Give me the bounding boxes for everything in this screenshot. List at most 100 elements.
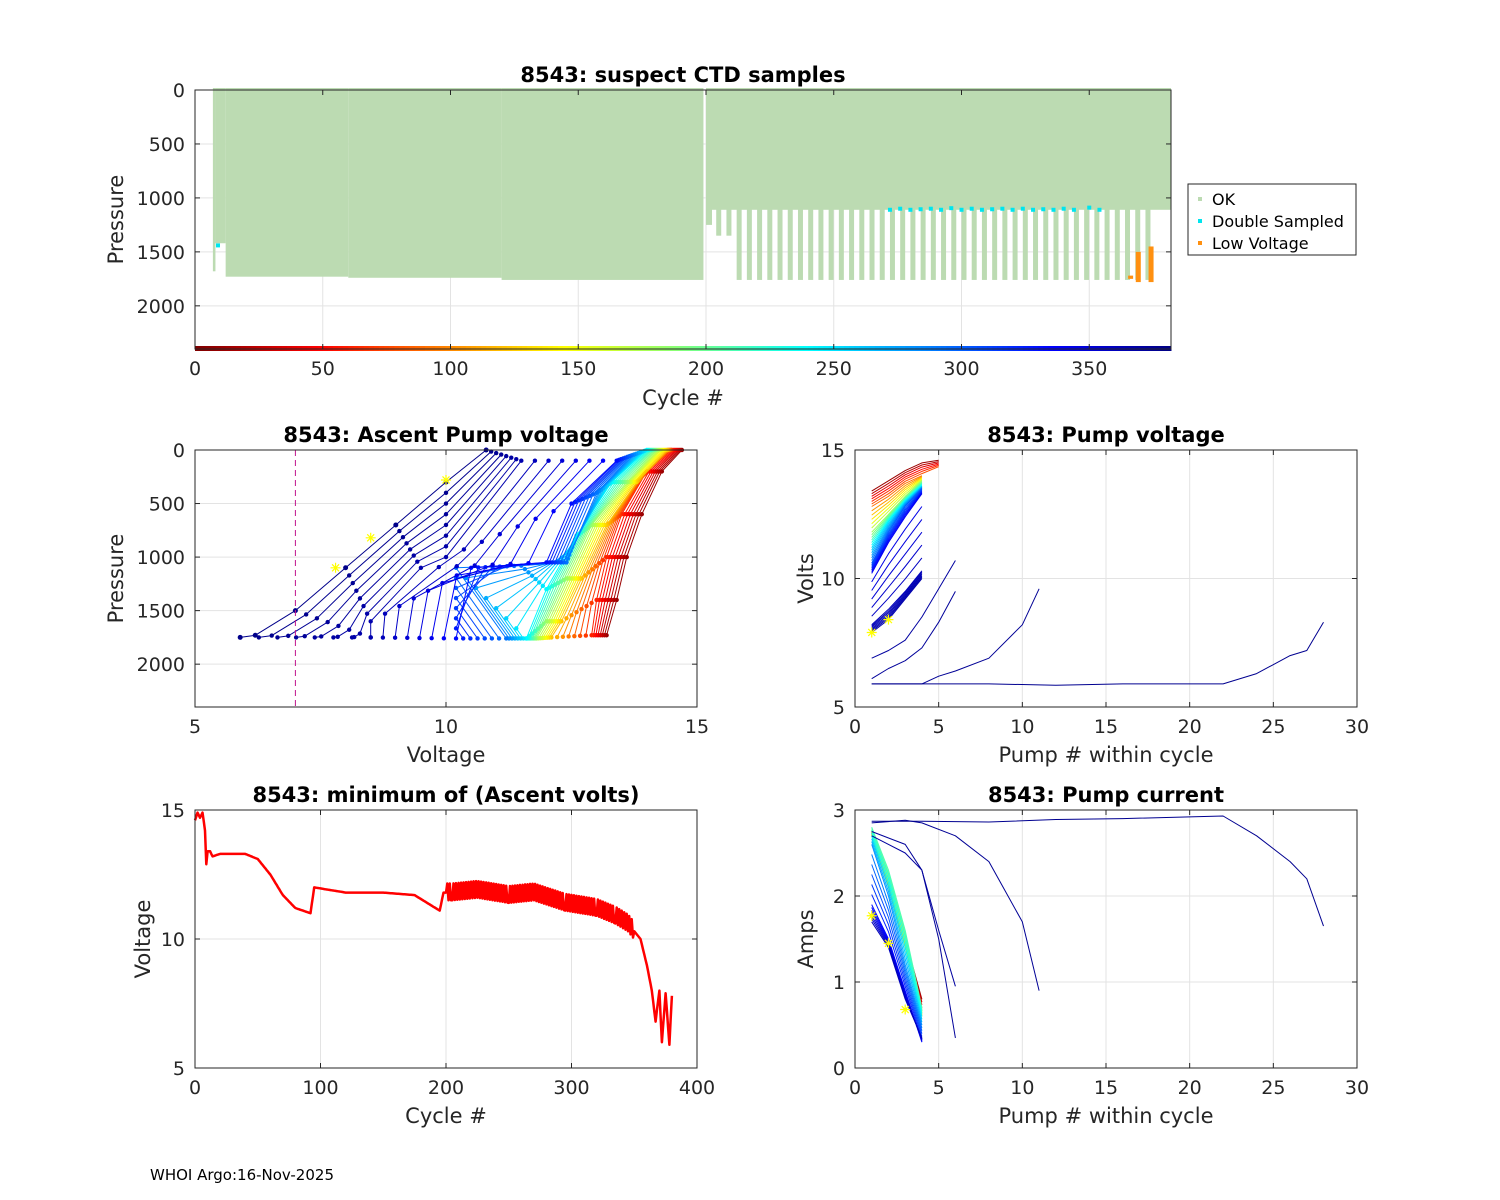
x-tick-label: 5 bbox=[189, 716, 201, 738]
pump-current-line bbox=[871, 819, 1040, 991]
double-sampled-point bbox=[1051, 207, 1056, 212]
ok-profile-bar bbox=[797, 208, 803, 280]
x-axis-label: Voltage bbox=[407, 743, 486, 767]
voltage-profile-point bbox=[504, 636, 509, 641]
voltage-profile-point bbox=[604, 554, 609, 560]
voltage-profile-point bbox=[519, 458, 524, 463]
voltage-profile-point bbox=[560, 634, 566, 639]
legend-marker bbox=[1198, 197, 1202, 201]
y-tick-label: 15 bbox=[161, 800, 185, 822]
pump-voltage-line bbox=[871, 484, 923, 546]
x-tick-label: 15 bbox=[1094, 1077, 1118, 1099]
voltage-profile-point bbox=[302, 633, 307, 639]
ok-profile-bar bbox=[787, 208, 793, 280]
x-tick-label: 30 bbox=[1345, 1077, 1369, 1099]
min-ascent-volts-panel: 0 100 200 300 400 5 10 15 8543: minimum of (Asce… bbox=[131, 783, 715, 1128]
x-axis-label: Pump # within cycle bbox=[999, 743, 1214, 767]
x-tick-label: 300 bbox=[943, 358, 979, 380]
voltage-profile-point bbox=[597, 561, 602, 566]
voltage-profile-point bbox=[400, 534, 406, 540]
low-voltage-bar bbox=[1135, 251, 1141, 283]
voltage-profile-point bbox=[489, 636, 495, 641]
voltage-profile-line bbox=[604, 449, 681, 636]
voltage-profile-point bbox=[269, 633, 274, 638]
legend-marker bbox=[1198, 219, 1202, 223]
voltage-profile-point bbox=[418, 565, 424, 570]
voltage-profile-point bbox=[343, 565, 349, 571]
y-axis-label: Amps bbox=[794, 909, 818, 968]
voltage-profile-point bbox=[443, 501, 449, 506]
pump-current-line bbox=[871, 832, 923, 1014]
double-sampled-point bbox=[1010, 207, 1015, 212]
voltage-profile-point bbox=[475, 636, 480, 641]
ok-profile-bar bbox=[1114, 208, 1120, 280]
voltage-profile-point bbox=[443, 512, 449, 517]
pump-current-line bbox=[871, 874, 923, 1034]
x-tick-label: 400 bbox=[679, 1077, 715, 1099]
voltage-profile-point bbox=[335, 634, 340, 639]
voltage-profile-point bbox=[382, 611, 388, 616]
highlight-marker bbox=[365, 532, 376, 543]
voltage-profile-point bbox=[515, 524, 520, 529]
voltage-profile-point bbox=[590, 567, 595, 572]
double-sampled-point bbox=[908, 207, 913, 212]
voltage-profile-point bbox=[533, 576, 538, 582]
voltage-profile-point bbox=[504, 453, 509, 459]
ok-profile-bar bbox=[828, 208, 834, 280]
pump-voltage-line bbox=[871, 483, 923, 541]
y-axis-label: Pressure bbox=[104, 534, 128, 624]
min-voltage-line bbox=[193, 811, 674, 1047]
legend-box bbox=[1187, 183, 1357, 256]
voltage-profile-line bbox=[599, 449, 678, 636]
x-tick-label: 0 bbox=[189, 1077, 201, 1099]
double-sampled-point bbox=[939, 207, 944, 212]
voltage-profile-point bbox=[312, 635, 317, 640]
pump-voltage-line bbox=[871, 491, 923, 571]
voltage-profile-point bbox=[354, 588, 359, 593]
voltage-profile-point bbox=[237, 634, 243, 640]
ok-samples-block bbox=[348, 88, 502, 278]
pump-voltage-line bbox=[871, 482, 923, 538]
ok-samples-block bbox=[501, 88, 704, 280]
pump-voltage-line bbox=[871, 488, 923, 564]
pump-voltage-line bbox=[871, 492, 923, 572]
legend-label: Low Voltage bbox=[1212, 234, 1309, 253]
double-sampled-point bbox=[1031, 207, 1036, 212]
ok-profile-bar bbox=[1084, 208, 1090, 280]
pump-voltage-line bbox=[871, 462, 939, 497]
ok-profile-bar bbox=[910, 208, 916, 280]
voltage-profile-point bbox=[569, 501, 574, 506]
voltage-profile-point bbox=[526, 570, 531, 575]
x-tick-label: 0 bbox=[189, 358, 201, 380]
voltage-profile-point bbox=[252, 632, 258, 638]
low-voltage-bar bbox=[1128, 275, 1134, 279]
x-tick-label: 5 bbox=[933, 716, 945, 738]
voltage-profile-point bbox=[453, 626, 459, 631]
pump-voltage-line bbox=[871, 489, 923, 566]
voltage-profile-point bbox=[540, 583, 546, 589]
voltage-profile-point bbox=[415, 559, 420, 564]
voltage-profile-line bbox=[540, 449, 661, 639]
x-tick-label: 0 bbox=[849, 1077, 861, 1099]
voltage-profile-point bbox=[407, 547, 413, 552]
voltage-profile-point bbox=[551, 508, 556, 514]
voltage-profile-point bbox=[453, 585, 459, 591]
x-tick-label: 100 bbox=[432, 358, 468, 380]
voltage-profile-point bbox=[349, 635, 355, 640]
voltage-profile-point bbox=[468, 636, 473, 641]
chart-title: 8543: Ascent Pump voltage bbox=[283, 423, 608, 447]
voltage-profile-point bbox=[544, 587, 549, 592]
voltage-profile-point bbox=[361, 603, 366, 609]
voltage-profile-point bbox=[593, 564, 599, 569]
ok-profile-bar bbox=[818, 208, 824, 280]
ok-profile-bar bbox=[736, 208, 742, 280]
pump-voltage-line bbox=[871, 475, 923, 507]
voltage-profile-point bbox=[483, 595, 489, 601]
voltage-profile-point bbox=[586, 570, 591, 575]
pump-voltage-line bbox=[871, 459, 939, 492]
ok-profile-bar bbox=[777, 208, 783, 280]
double-sampled-point bbox=[1061, 206, 1066, 211]
voltage-profile-point bbox=[453, 595, 459, 601]
ok-samples-upper-block bbox=[705, 88, 1171, 210]
ok-profile-bar bbox=[767, 208, 773, 280]
